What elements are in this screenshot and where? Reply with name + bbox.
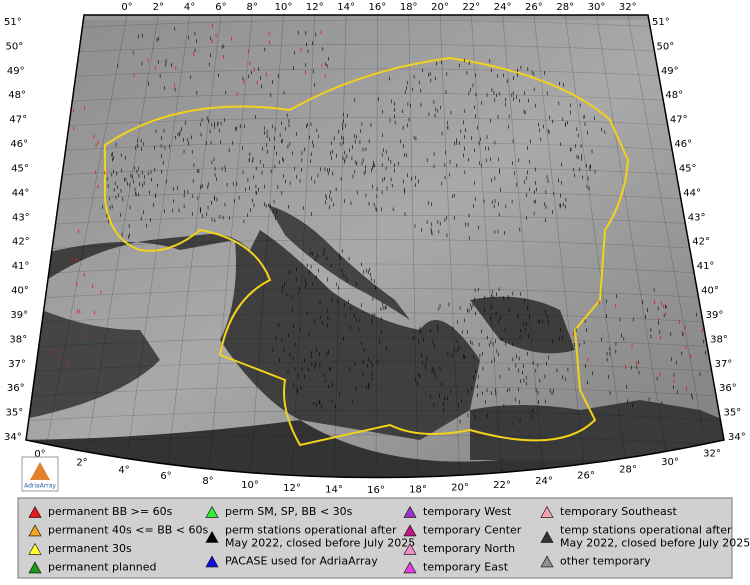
logo-text: AdriaArray <box>24 483 56 490</box>
lon-label-top: 10° <box>275 2 293 13</box>
lat-label-left: 51° <box>4 17 22 28</box>
lat-label-right: 44° <box>683 188 701 199</box>
legend-label: temp stations operational after <box>560 524 732 537</box>
lon-label-top: 14° <box>337 2 355 13</box>
lon-label-top: 8° <box>247 2 258 13</box>
lat-label-right: 34° <box>728 432 746 443</box>
lon-label-bottom: 16° <box>367 485 385 496</box>
lat-label-right: 37° <box>715 359 733 370</box>
legend-label: May 2022, closed before July 2025 <box>560 537 750 550</box>
lat-label-right: 35° <box>724 408 742 419</box>
lon-label-bottom: 28° <box>619 464 637 475</box>
legend-label: permanent planned <box>48 561 157 574</box>
lon-label-top: 4° <box>184 2 195 13</box>
lon-label-bottom: 32° <box>703 449 721 460</box>
lat-label-right: 40° <box>701 286 719 297</box>
lon-label-bottom: 18° <box>409 484 427 495</box>
lat-label-left: 44° <box>12 188 30 199</box>
lon-label-top: 28° <box>556 2 574 13</box>
legend-label: PACASE used for AdriaArray <box>225 555 378 568</box>
legend-label: temporary West <box>423 505 512 518</box>
legend-label: permanent BB >= 60s <box>48 505 173 518</box>
lat-label-left: 39° <box>10 310 28 321</box>
lon-label-bottom: 4° <box>118 465 129 476</box>
lon-label-top: 6° <box>215 2 226 13</box>
lon-label-top: 2° <box>153 2 164 13</box>
map-area <box>0 0 750 520</box>
lon-label-bottom: 22° <box>493 480 511 491</box>
lon-label-top: 32° <box>619 2 637 13</box>
lon-label-bottom: 14° <box>325 484 343 495</box>
lon-label-bottom: 8° <box>202 476 213 487</box>
legend-label: temporary Center <box>423 524 522 537</box>
lon-label-top: 22° <box>462 2 480 13</box>
lon-label-top: 20° <box>431 2 449 13</box>
lat-label-right: 49° <box>661 66 679 77</box>
lat-label-right: 38° <box>710 334 728 345</box>
lat-label-left: 48° <box>8 90 26 101</box>
lon-label-top: 24° <box>494 2 512 13</box>
lat-label-left: 50° <box>5 41 23 52</box>
legend-label: perm stations operational after <box>225 524 397 537</box>
legend-label: temporary Southeast <box>560 505 678 518</box>
lon-label-bottom: 12° <box>283 483 301 494</box>
lat-label-left: 40° <box>11 286 29 297</box>
lat-label-right: 50° <box>656 41 674 52</box>
lon-label-bottom: 30° <box>661 457 679 468</box>
legend-label: permanent 40s <= BB < 60s <box>48 524 209 537</box>
lat-label-left: 36° <box>7 383 25 394</box>
lat-label-left: 34° <box>4 432 22 443</box>
lat-label-left: 49° <box>7 66 25 77</box>
lat-label-right: 41° <box>697 261 715 272</box>
legend-label: perm SM, SP, BB < 30s <box>225 505 353 518</box>
lat-label-left: 42° <box>12 237 30 248</box>
lat-label-right: 39° <box>706 310 724 321</box>
lat-label-right: 51° <box>652 17 670 28</box>
lon-label-bottom: 2° <box>76 457 87 468</box>
lon-label-bottom: 10° <box>241 480 259 491</box>
lon-label-top: 26° <box>525 2 543 13</box>
lon-label-bottom: 26° <box>577 471 595 482</box>
legend-label: other temporary <box>560 555 651 568</box>
lon-label-bottom: 20° <box>451 483 469 494</box>
lat-label-left: 41° <box>12 261 30 272</box>
legend-label: permanent 30s <box>48 542 132 555</box>
lon-label-top: 0° <box>121 2 132 13</box>
lon-label-top: 30° <box>588 2 606 13</box>
legend-label: temporary North <box>423 542 515 555</box>
lon-label-top: 12° <box>306 2 324 13</box>
lat-label-right: 43° <box>688 212 706 223</box>
lat-label-right: 36° <box>719 383 737 394</box>
lon-label-top: 16° <box>369 2 387 13</box>
lat-label-right: 47° <box>670 115 688 126</box>
lon-label-bottom: 24° <box>535 476 553 487</box>
lat-label-left: 43° <box>12 212 30 223</box>
lat-label-right: 45° <box>679 163 697 174</box>
lat-label-right: 48° <box>665 90 683 101</box>
lon-label-top: 18° <box>400 2 418 13</box>
lat-label-left: 35° <box>5 408 23 419</box>
lat-label-left: 38° <box>9 334 27 345</box>
legend-label: May 2022, closed before July 2025 <box>225 537 415 550</box>
lon-label-bottom: 6° <box>160 471 171 482</box>
lat-label-right: 42° <box>692 237 710 248</box>
lat-label-left: 47° <box>9 115 27 126</box>
lat-label-left: 46° <box>10 139 28 150</box>
legend-label: temporary East <box>423 561 509 574</box>
levantine-sea <box>470 400 724 460</box>
logo: AdriaArray <box>22 457 58 491</box>
lat-label-right: 46° <box>674 139 692 150</box>
lat-label-left: 37° <box>8 359 26 370</box>
lat-label-left: 45° <box>11 163 29 174</box>
